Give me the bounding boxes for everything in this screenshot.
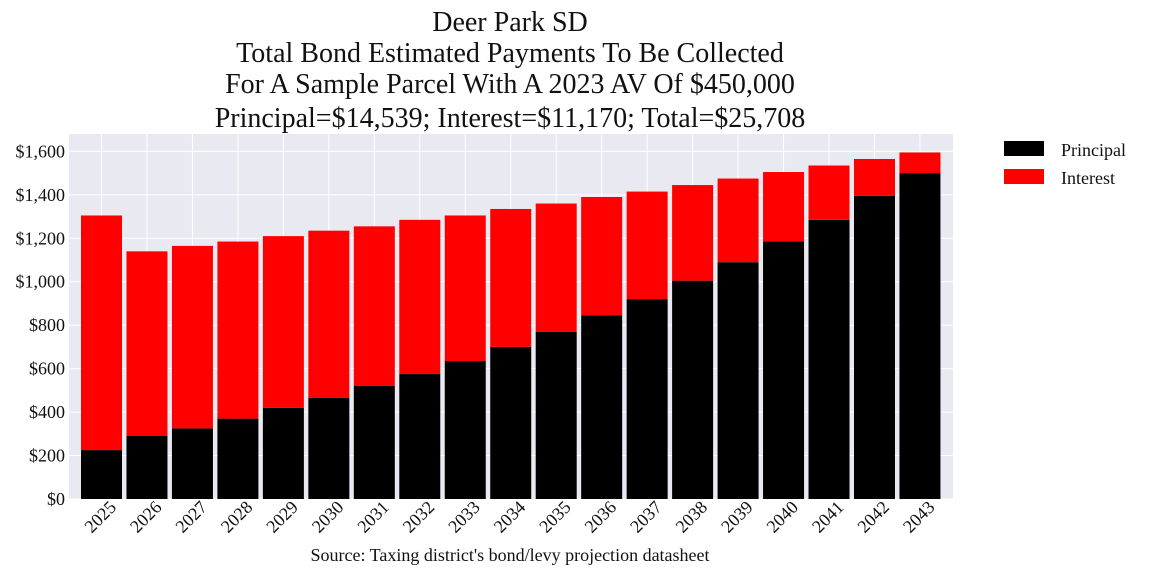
x-tick-label: 2038 — [672, 497, 712, 537]
bar-principal-2041 — [808, 219, 850, 499]
bar-interest-2030 — [308, 230, 350, 398]
bar-principal-2043 — [899, 173, 941, 499]
x-axis-tick-labels: 2025 2026 2027 2028 2029 2030 2031 2032 2033 2034… — [80, 497, 938, 537]
bar-interest-2033 — [444, 215, 486, 362]
x-tick-label: 2031 — [353, 497, 393, 537]
bar-principal-2026 — [126, 435, 168, 499]
legend-swatch-principal — [1004, 141, 1044, 156]
bar-principal-2042 — [853, 195, 895, 499]
x-tick-label: 2037 — [626, 497, 666, 537]
y-tick-label: $1,600 — [16, 141, 66, 161]
bar-interest-2031 — [353, 226, 395, 387]
x-tick-label: 2025 — [80, 497, 120, 537]
x-tick-label: 2030 — [308, 497, 348, 537]
bar-interest-2029 — [262, 236, 304, 408]
bar-interest-2041 — [808, 165, 850, 220]
y-tick-label: $0 — [47, 489, 65, 509]
bar-interest-2027 — [171, 245, 213, 429]
bar-interest-2035 — [535, 203, 577, 332]
legend-label-principal: Principal — [1061, 140, 1126, 160]
x-tick-label: 2032 — [399, 497, 439, 537]
y-tick-label: $1,000 — [16, 272, 66, 292]
y-tick-label: $200 — [29, 446, 65, 466]
source-note: Source: Taxing district's bond/levy proj… — [310, 545, 709, 565]
bar-principal-2025 — [81, 450, 122, 499]
bar-interest-2039 — [717, 178, 759, 263]
x-tick-label: 2036 — [581, 497, 621, 537]
x-tick-label: 2039 — [717, 497, 757, 537]
y-tick-label: $1,200 — [16, 228, 66, 248]
x-tick-label: 2034 — [490, 497, 530, 537]
title-line-3: For A Sample Parcel With A 2023 AV Of $4… — [225, 69, 795, 100]
bar-principal-2028 — [217, 418, 259, 499]
x-tick-label: 2040 — [763, 497, 803, 537]
bar-principal-2040 — [763, 241, 805, 499]
x-tick-label: 2033 — [444, 497, 484, 537]
bar-principal-2027 — [171, 428, 213, 499]
y-tick-label: $800 — [29, 315, 65, 335]
bar-principal-2035 — [535, 331, 577, 499]
bar-interest-2040 — [763, 172, 805, 242]
y-axis-tick-labels: $0 $200 $400 $600 $800 $1,000 $1,200 $1,400 $1,6… — [16, 141, 66, 509]
x-tick-label: 2027 — [171, 497, 211, 537]
bar-interest-2037 — [626, 191, 668, 300]
x-tick-label: 2026 — [126, 497, 166, 537]
bar-interest-2036 — [581, 197, 623, 316]
chart-title: Deer Park SD Total Bond Estimated Paymen… — [215, 7, 806, 134]
x-tick-label: 2043 — [899, 497, 939, 537]
bar-principal-2034 — [490, 346, 532, 499]
bar-interest-2034 — [490, 208, 532, 347]
bar-interest-2042 — [853, 158, 895, 196]
bar-interest-2038 — [672, 185, 714, 281]
title-line-1: Deer Park SD — [432, 7, 588, 38]
bar-interest-2026 — [126, 251, 168, 436]
legend-label-interest: Interest — [1061, 168, 1115, 188]
x-tick-label: 2029 — [262, 497, 302, 537]
bar-interest-2028 — [217, 241, 259, 419]
x-tick-label: 2041 — [808, 497, 848, 537]
bar-principal-2031 — [353, 386, 395, 499]
legend: Principal Interest — [1004, 140, 1126, 188]
bar-interest-2025 — [81, 215, 122, 451]
y-tick-label: $600 — [29, 359, 65, 379]
x-tick-label: 2042 — [853, 497, 893, 537]
bar-principal-2039 — [717, 262, 759, 499]
x-tick-label: 2035 — [535, 497, 575, 537]
x-tick-label: 2028 — [217, 497, 257, 537]
y-tick-label: $1,400 — [16, 185, 66, 205]
title-line-4: Principal=$14,539; Interest=$11,170; Tot… — [215, 103, 806, 134]
y-tick-label: $400 — [29, 402, 65, 422]
bar-principal-2038 — [672, 280, 714, 499]
bars — [81, 152, 941, 499]
bar-interest-2043 — [899, 152, 941, 174]
legend-swatch-interest — [1004, 169, 1044, 184]
bar-principal-2030 — [308, 397, 350, 499]
bar-principal-2037 — [626, 299, 668, 499]
bar-principal-2036 — [581, 315, 623, 499]
bar-principal-2032 — [399, 374, 441, 499]
bar-principal-2033 — [444, 361, 486, 499]
bar-principal-2029 — [262, 407, 304, 499]
bar-interest-2032 — [399, 219, 441, 375]
title-line-2: Total Bond Estimated Payments To Be Coll… — [236, 38, 784, 69]
